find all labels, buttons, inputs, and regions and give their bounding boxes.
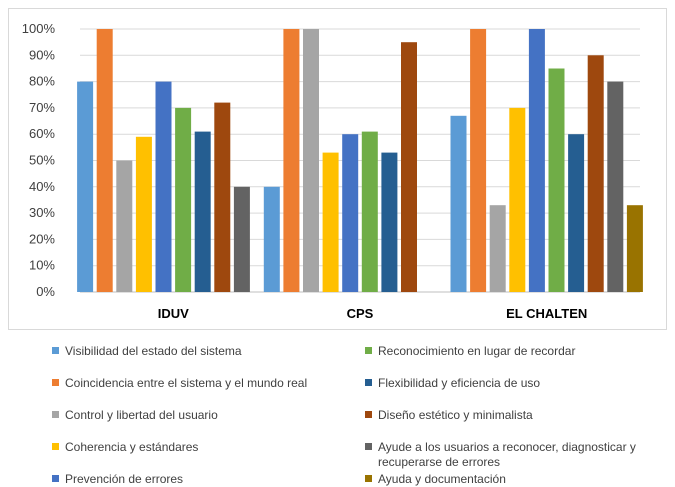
bar — [587, 55, 604, 292]
bar — [401, 42, 417, 293]
legend-label: Coherencia y estándares — [65, 440, 199, 454]
bar — [528, 29, 545, 292]
legend-swatch — [365, 379, 372, 386]
bar — [303, 29, 319, 292]
y-tick-label: 60% — [29, 126, 55, 141]
legend-swatch — [52, 411, 59, 418]
y-axis-ticks: 0% 10% 20% 30% 40% 50% 60% 70% 80% 90% 100% — [22, 21, 56, 299]
bar — [233, 186, 250, 292]
bar — [342, 134, 359, 292]
legend-label: Ayuda y documentación — [378, 472, 506, 486]
y-tick-label: 40% — [29, 179, 55, 194]
legend-swatch — [52, 379, 59, 386]
y-tick-label: 70% — [29, 100, 55, 115]
bar — [548, 68, 565, 292]
legend-label: recuperarse de errores — [378, 455, 501, 469]
legend-label: Control y libertad del usuario — [65, 408, 218, 422]
x-category-label: EL CHALTEN — [506, 306, 587, 321]
y-tick-label: 10% — [29, 258, 55, 273]
y-tick-label: 100% — [22, 21, 56, 36]
bar — [214, 102, 231, 292]
x-category-label: CPS — [347, 306, 374, 321]
bar — [155, 81, 172, 292]
bar-chart: 0% 10% 20% 30% 40% 50% 60% 70% 80% 90% 100% IDUV CP… — [22, 21, 643, 321]
bar — [509, 107, 526, 293]
bars — [77, 29, 643, 293]
grid-lines — [80, 28, 640, 293]
x-category-label: IDUV — [158, 306, 189, 321]
legend-label: Reconocimiento en lugar de recordar — [378, 344, 576, 358]
bar — [194, 131, 211, 292]
bar — [322, 152, 339, 292]
legend-swatch — [52, 443, 59, 450]
y-tick-label: 50% — [29, 153, 55, 168]
y-tick-label: 30% — [29, 205, 55, 220]
y-tick-label: 0% — [36, 284, 55, 299]
legend-label: Ayude a los usuarios a reconocer, diagno… — [378, 440, 636, 454]
bar — [450, 115, 467, 292]
bar — [361, 131, 378, 292]
bar — [607, 81, 624, 292]
bar — [489, 205, 506, 292]
legend-label: Flexibilidad y eficiencia de uso — [378, 376, 541, 390]
bar — [381, 152, 398, 292]
bar — [77, 81, 94, 292]
bar — [175, 107, 192, 293]
legend-label: Visibilidad del estado del sistema — [65, 344, 242, 358]
bar — [470, 29, 487, 292]
bar — [263, 186, 280, 292]
legend-label: Coincidencia entre el sistema y el mundo… — [65, 376, 308, 390]
bar — [626, 205, 643, 292]
legend-label: Diseño estético y minimalista — [378, 408, 533, 422]
bar — [96, 29, 113, 292]
legend-label: Prevención de errores — [65, 472, 184, 486]
legend-swatch — [365, 443, 372, 450]
legend-swatch — [365, 347, 372, 354]
bar — [116, 160, 133, 292]
legend-swatch — [365, 411, 372, 418]
x-axis-categories: IDUV CPS EL CHALTEN — [158, 306, 588, 321]
y-tick-label: 80% — [29, 74, 55, 89]
legend-swatch — [52, 347, 59, 354]
bar — [568, 134, 585, 292]
y-tick-label: 20% — [29, 231, 55, 246]
bar — [135, 136, 152, 292]
legend-swatch — [365, 475, 372, 482]
y-tick-label: 90% — [29, 47, 55, 62]
legend-swatch — [52, 475, 59, 482]
bar — [283, 29, 300, 292]
